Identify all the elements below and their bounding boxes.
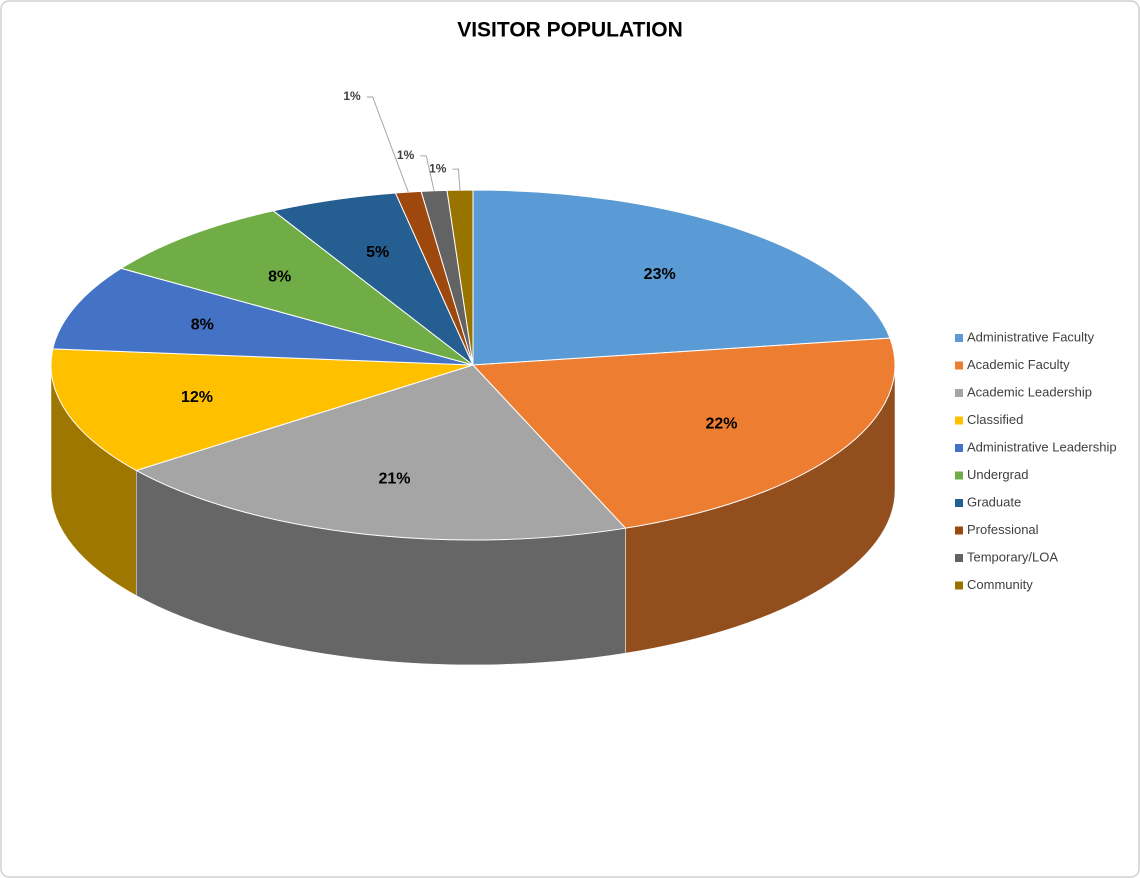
pie-slice [134, 364, 627, 541]
legend-swatch [955, 499, 963, 507]
leader-line [452, 168, 461, 191]
legend-swatch [955, 581, 963, 590]
data-label: 1% [343, 89, 361, 103]
leader-line [420, 155, 435, 191]
legend-label: Graduate [967, 494, 1021, 509]
data-label: 12% [181, 389, 213, 406]
legend-swatch [955, 416, 963, 425]
legend-swatch [955, 389, 963, 397]
legend-swatch [955, 554, 963, 562]
legend-label: Academic Faculty [967, 357, 1070, 372]
pie-slice [52, 267, 474, 366]
data-label: 8% [191, 317, 214, 334]
legend-swatch [955, 471, 963, 480]
pie-slice [446, 189, 474, 366]
data-label: 8% [268, 268, 291, 285]
pie-slice [119, 210, 474, 366]
legend-label: Academic Leadership [967, 384, 1092, 399]
pie-slice [50, 348, 474, 472]
legend-label: Administrative Faculty [967, 329, 1095, 344]
legend-label: Temporary/LOA [967, 549, 1058, 564]
legend-label: Administrative Leadership [967, 439, 1117, 454]
data-label: 1% [397, 148, 415, 162]
data-label: 1% [429, 161, 447, 175]
leader-line [366, 96, 409, 193]
legend-label: Professional [967, 522, 1039, 537]
data-label: 22% [705, 416, 737, 433]
legend-label: Classified [967, 412, 1023, 427]
pie-slice [472, 189, 891, 366]
data-label: 5% [366, 244, 389, 261]
legend-label: Community [967, 577, 1033, 592]
pie-slice [471, 337, 896, 529]
chart-title: VISITOR POPULATION [457, 19, 683, 42]
data-label: 23% [644, 266, 676, 283]
legend-label: Undergrad [967, 467, 1028, 482]
legend-swatch [955, 334, 963, 342]
data-label: 21% [378, 471, 410, 488]
legend-swatch [955, 444, 963, 452]
legend-swatch [955, 526, 963, 535]
legend-swatch [955, 361, 963, 370]
